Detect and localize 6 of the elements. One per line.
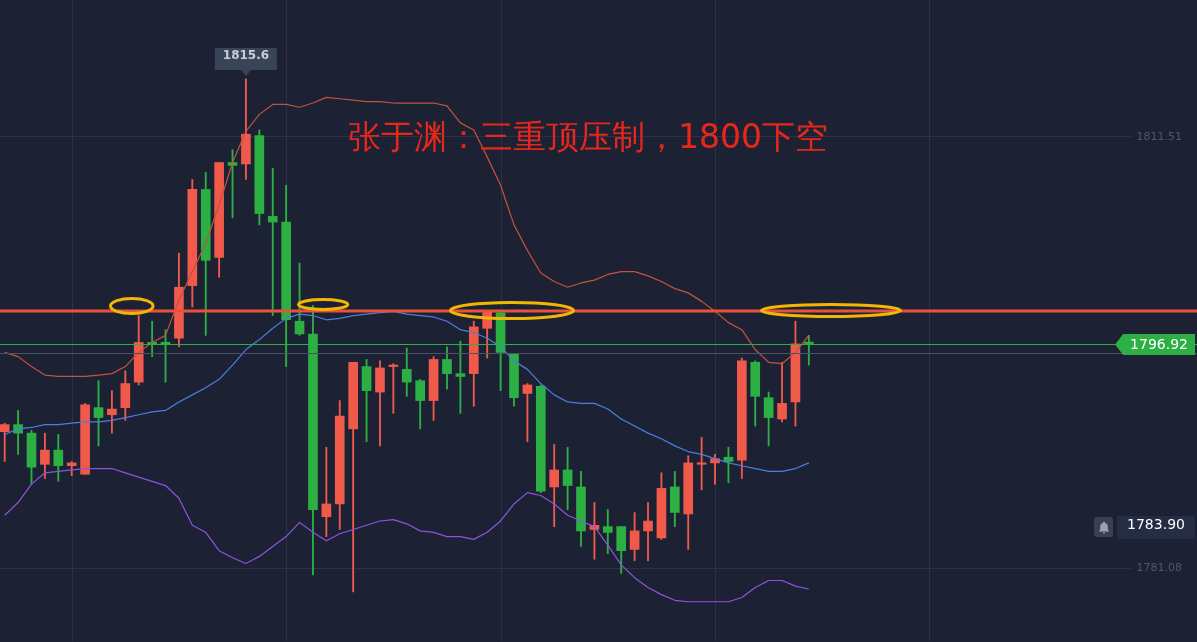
- candlestick: [696, 437, 707, 491]
- text: 张于渊：三重顶压制，1800下空: [348, 116, 828, 158]
- candlestick: [602, 509, 613, 555]
- text: 1783.90: [1117, 516, 1195, 539]
- ref-line-label: 1796.92: [1130, 336, 1189, 353]
- annotation: 1815.6: [214, 48, 278, 71]
